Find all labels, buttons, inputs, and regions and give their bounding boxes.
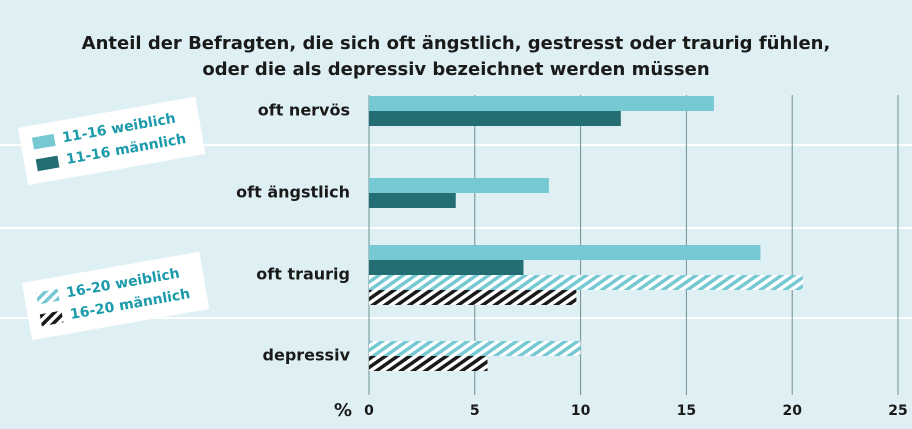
- x-tick-label: 5: [470, 403, 480, 419]
- bar: [369, 245, 761, 260]
- legend-box: [18, 96, 206, 186]
- bar: [369, 178, 549, 193]
- x-tick-label: 0: [364, 403, 374, 419]
- x-tick-label: 25: [888, 403, 907, 419]
- chart-title: Anteil der Befragten, die sich oft ängst…: [82, 33, 831, 54]
- x-tick-label: 20: [782, 403, 802, 419]
- legend-box: [22, 251, 210, 341]
- bar: [369, 275, 803, 290]
- category-label: oft traurig: [256, 265, 350, 284]
- x-tick-label: 15: [677, 403, 696, 419]
- category-label: oft nervös: [258, 101, 350, 120]
- category-label: oft ängstlich: [236, 183, 350, 202]
- legend-swatch: [35, 288, 60, 305]
- bar: [369, 341, 581, 356]
- bar: [369, 193, 456, 208]
- bar: [369, 260, 524, 275]
- legend-swatch: [39, 310, 64, 327]
- legend-swatch: [31, 133, 56, 150]
- bar: [369, 96, 714, 111]
- chart-title: oder die als depressiv bezeichnet werden…: [202, 59, 709, 80]
- category-label: depressiv: [263, 346, 351, 365]
- legend-swatch: [35, 155, 60, 172]
- bar: [369, 290, 577, 305]
- bar: [369, 111, 621, 126]
- bar: [369, 356, 488, 371]
- x-axis-label: %: [334, 400, 352, 421]
- x-tick-label: 10: [571, 403, 591, 419]
